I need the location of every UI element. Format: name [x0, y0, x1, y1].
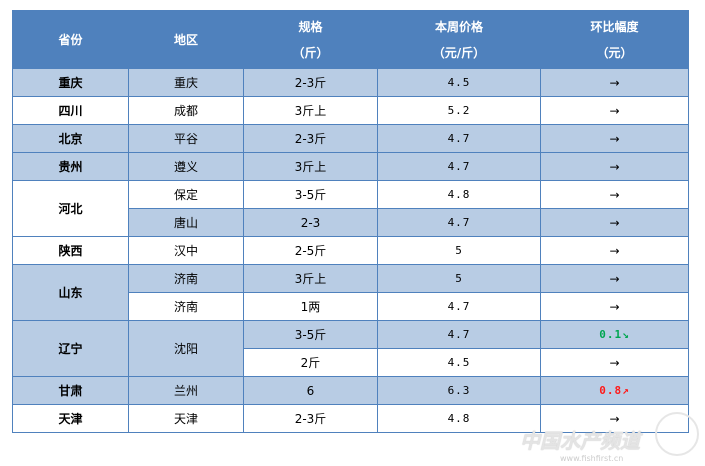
region-cell: 济南: [128, 264, 244, 293]
province-cell: 北京: [12, 124, 129, 153]
spec-cell: 2斤: [243, 348, 378, 377]
header-price-label: 本周价格: [434, 19, 483, 34]
table-row: 重庆 重庆 2-3斤 4.5 →: [12, 68, 689, 97]
price-cell: 4.7: [377, 208, 541, 237]
province-cell: 贵州: [12, 152, 129, 181]
price-cell: 4.7: [377, 152, 541, 181]
table-row: 辽宁 沈阳 3-5斤 4.7 0.1↘: [12, 320, 689, 377]
region-cell: 济南: [128, 292, 244, 321]
region-cell: 保定: [128, 180, 244, 209]
header-row: 省份 地区 规格 （斤） 本周价格 （元/斤） 环比幅度 （元）: [12, 10, 689, 69]
change-cell: →: [540, 152, 689, 181]
spec-cell: 6: [243, 376, 378, 405]
region-cell: 汉中: [128, 236, 244, 265]
change-cell: →: [540, 348, 689, 377]
change-cell: →: [540, 292, 689, 321]
table-row: 四川 成都 3斤上 5.2 →: [12, 96, 689, 125]
region-cell: 兰州: [128, 376, 244, 405]
spec-cell: 2-3斤: [243, 68, 378, 97]
spec-cell: 2-3斤: [243, 404, 378, 433]
spec-cell: 3-5斤: [243, 320, 378, 349]
province-cell: 山东: [12, 264, 129, 321]
region-cell: 唐山: [128, 208, 244, 237]
header-change-label: 环比幅度: [590, 19, 639, 34]
price-cell: 5.2: [377, 96, 541, 125]
spec-cell: 3-5斤: [243, 180, 378, 209]
price-cell: 4.5: [377, 348, 541, 377]
spec-cell: 2-3斤: [243, 124, 378, 153]
header-change-unit: （元）: [596, 45, 633, 60]
change-cell: →: [540, 236, 689, 265]
province-cell: 陕西: [12, 236, 129, 265]
change-cell: →: [540, 208, 689, 237]
header-price-unit: （元/斤）: [432, 45, 486, 60]
change-cell: →: [540, 124, 689, 153]
province-cell: 四川: [12, 96, 129, 125]
table-row: 北京 平谷 2-3斤 4.7 →: [12, 124, 689, 153]
watermark-url: www.fishfirst.cn: [560, 454, 624, 463]
change-cell: →: [540, 264, 689, 293]
spec-cell: 3斤上: [243, 264, 378, 293]
province-cell: 甘肃: [12, 376, 129, 405]
spec-cell: 1两: [243, 292, 378, 321]
region-cell: 沈阳: [128, 320, 244, 377]
table-row: 河北 保定 3-5斤 4.8 →: [12, 180, 689, 237]
price-cell: 4.7: [377, 124, 541, 153]
region-cell: 天津: [128, 404, 244, 433]
province-cell: 天津: [12, 404, 129, 433]
region-cell: 遵义: [128, 152, 244, 181]
region-cell: 重庆: [128, 68, 244, 97]
province-cell: 重庆: [12, 68, 129, 97]
table-row: 天津 天津 2-3斤 4.8 →: [12, 404, 689, 433]
spec-cell: 2-5斤: [243, 236, 378, 265]
change-cell: 0.8↗: [540, 376, 689, 405]
spec-cell: 3斤上: [243, 96, 378, 125]
spec-cell: 2-3: [243, 208, 378, 237]
header-change: 环比幅度 （元）: [540, 10, 689, 69]
header-province: 省份: [12, 10, 129, 69]
table-row: 山东 济南 3斤上 5 →: [12, 264, 689, 321]
globe-logo-icon: [655, 412, 699, 456]
province-cell: 辽宁: [12, 320, 129, 377]
price-cell: 4.7: [377, 320, 541, 349]
table-row: 唐山 2-3 4.7 →: [13, 208, 689, 237]
table-row: 陕西 汉中 2-5斤 5 →: [12, 236, 689, 265]
header-spec: 规格 （斤）: [243, 10, 378, 69]
change-cell: →: [540, 180, 689, 209]
table-row: 济南 1两 4.7 →: [13, 292, 689, 321]
header-region: 地区: [128, 10, 244, 69]
watermark-text: 中国水产频道: [520, 429, 640, 453]
table-row: 甘肃 兰州 6 6.3 0.8↗: [12, 376, 689, 405]
change-cell: →: [540, 96, 689, 125]
change-cell: 0.1↘: [540, 320, 689, 349]
price-cell: 5: [377, 264, 541, 293]
spec-cell: 3斤上: [243, 152, 378, 181]
header-spec-unit: （斤）: [292, 45, 329, 60]
header-price: 本周价格 （元/斤）: [377, 10, 541, 69]
change-cell: →: [540, 68, 689, 97]
region-cell: 成都: [128, 96, 244, 125]
price-cell: 4.7: [377, 292, 541, 321]
price-cell: 5: [377, 236, 541, 265]
province-cell: 河北: [12, 180, 129, 237]
price-cell: 4.8: [377, 180, 541, 209]
price-cell: 4.5: [377, 68, 541, 97]
price-cell: 6.3: [377, 376, 541, 405]
price-cell: 4.8: [377, 404, 541, 433]
price-table: 省份 地区 规格 （斤） 本周价格 （元/斤） 环比幅度 （元） 重庆 重庆 2-3斤…: [12, 10, 689, 433]
table-row: 贵州 遵义 3斤上 4.7 →: [12, 152, 689, 181]
region-cell: 平谷: [128, 124, 244, 153]
header-spec-label: 规格: [298, 19, 323, 34]
